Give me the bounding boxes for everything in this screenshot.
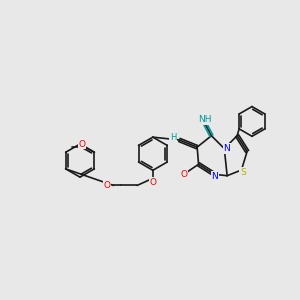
Text: S: S: [240, 168, 246, 177]
Text: N: N: [212, 172, 218, 181]
Text: O: O: [180, 170, 187, 179]
Text: O: O: [103, 181, 111, 190]
Text: O: O: [79, 140, 86, 149]
Text: O: O: [149, 178, 156, 187]
Text: H: H: [170, 133, 176, 142]
Text: N: N: [223, 144, 230, 153]
Text: NH: NH: [198, 115, 211, 124]
